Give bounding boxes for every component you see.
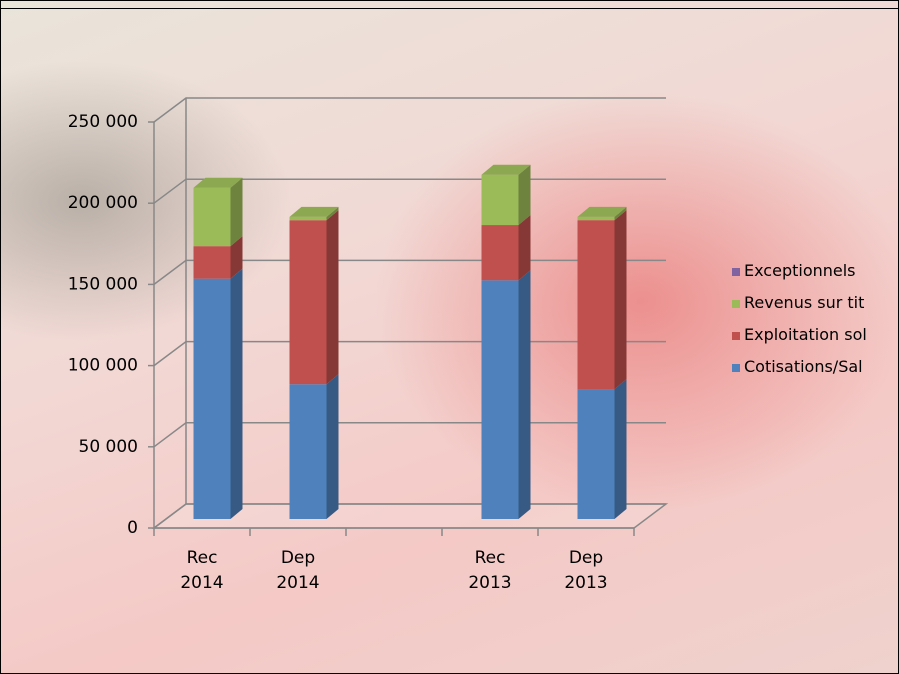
y-tick-label: 200 000 [68, 193, 138, 213]
bar [481, 225, 519, 281]
bar-side [614, 379, 627, 519]
legend-item: Revenus sur tit [732, 293, 864, 312]
bar-side [230, 177, 243, 247]
legend-label: Revenus sur tit [744, 293, 865, 312]
legend-label: Exceptionnels [744, 261, 856, 280]
bar [481, 174, 519, 226]
bar-side [518, 270, 531, 519]
bar [481, 280, 519, 519]
legend-item: Exceptionnels [732, 261, 856, 280]
bar [193, 278, 231, 519]
grid-line [153, 97, 666, 123]
bar-side [326, 206, 339, 221]
x-tick-label: Dep 2013 [564, 548, 608, 593]
bar [289, 220, 327, 385]
legend-item: Exploitation sol [732, 325, 867, 344]
bar [289, 384, 327, 519]
bar [577, 216, 615, 221]
bar-top [193, 177, 243, 188]
bar-side [230, 236, 243, 279]
legend-label: Cotisations/Sal [744, 357, 863, 376]
bar [577, 389, 615, 519]
bar-side [614, 210, 627, 390]
bar-side [614, 206, 627, 221]
bar-side [326, 210, 339, 385]
bar-top [481, 164, 531, 175]
y-tick-label: 0 [127, 518, 138, 538]
y-tick-label: 150 000 [68, 274, 138, 294]
bar-top [289, 206, 339, 217]
bar-side [326, 374, 339, 519]
x-tick-label: Rec 2014 [180, 548, 224, 593]
y-tick-label: 100 000 [68, 356, 138, 376]
x-tick-label: Dep 2014 [276, 548, 320, 593]
legend-swatch [732, 364, 740, 372]
legend-swatch [732, 300, 740, 308]
bar [577, 220, 615, 390]
bar-side [518, 164, 531, 226]
y-tick-label: 50 000 [79, 437, 138, 457]
bar-top [577, 206, 627, 217]
y-tick-label: 250 000 [68, 112, 138, 132]
legend-item: Cotisations/Sal [732, 357, 863, 376]
bar [289, 216, 327, 221]
x-tick-label: Rec 2013 [468, 548, 512, 593]
bar-side [230, 268, 243, 519]
frame-line [1, 8, 898, 9]
legend-label: Exploitation sol [744, 325, 867, 344]
bar [193, 187, 231, 247]
bar-side [518, 215, 531, 281]
legend-swatch [732, 332, 740, 340]
legend-swatch [732, 268, 740, 276]
bar [193, 246, 231, 279]
